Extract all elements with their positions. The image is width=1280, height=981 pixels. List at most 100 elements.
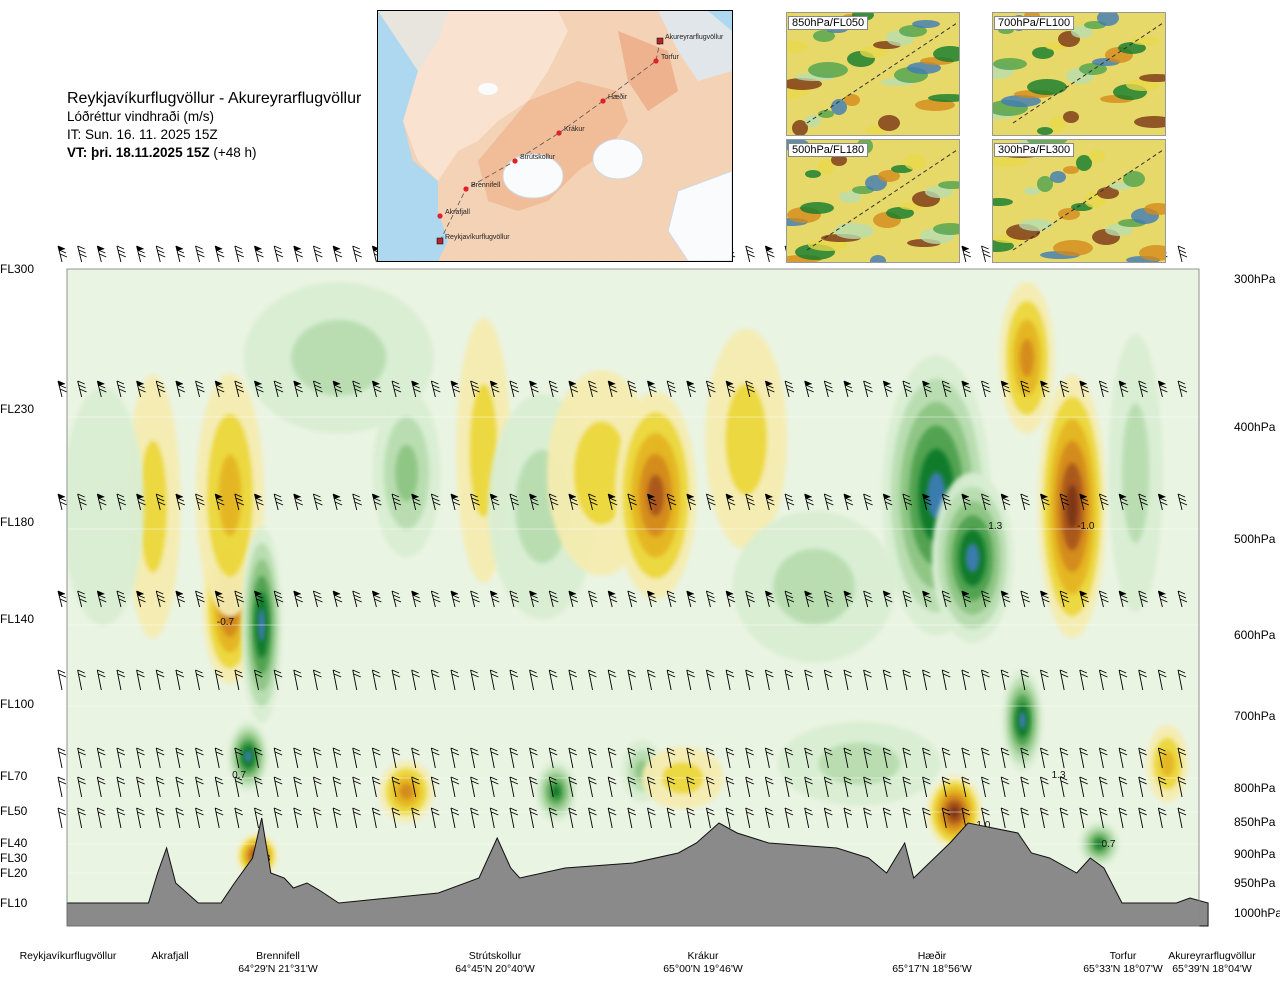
svg-text:Brennifell: Brennifell — [471, 182, 501, 189]
wind-barb — [1177, 245, 1188, 263]
wind-barb — [1157, 807, 1167, 829]
wind-barb — [725, 747, 735, 769]
wind-barb — [96, 590, 107, 608]
wind-barb — [627, 590, 638, 608]
wind-barb — [1000, 590, 1011, 608]
wind-barb — [175, 669, 185, 691]
wind-barb — [470, 669, 479, 691]
map-station: Brennifell — [463, 182, 501, 192]
wind-barb — [411, 669, 420, 691]
wind-barb — [136, 747, 145, 769]
wind-barb — [195, 245, 205, 263]
wind-barb — [313, 493, 323, 511]
wind-barb — [371, 380, 382, 398]
wind-barb — [1099, 493, 1109, 511]
wind-barb — [470, 807, 479, 829]
wind-barb — [647, 747, 656, 769]
wind-barb — [509, 669, 519, 691]
wind-barb — [568, 493, 579, 511]
wind-barb — [214, 776, 224, 798]
wind-barb — [411, 380, 421, 398]
wind-barb — [195, 807, 204, 829]
wind-barb — [961, 245, 972, 263]
route-map-drawing: Akureyrarflugvöllur Torfur Hæðir Krákur Strú… — [378, 11, 732, 261]
wind-barb — [1118, 747, 1128, 769]
wind-barb — [470, 747, 479, 769]
wind-barb — [214, 245, 225, 263]
wind-barb — [627, 669, 637, 691]
wind-barb — [1177, 669, 1187, 691]
wind-barb — [1157, 493, 1168, 511]
wind-barb — [745, 669, 754, 691]
wind-barb — [175, 776, 185, 798]
wind-barb — [214, 807, 224, 829]
flight-level-label: FL100 — [0, 697, 35, 711]
wind-barb — [706, 807, 715, 829]
thumbnail-label: 850hPa/FL050 — [788, 16, 869, 30]
wind-barb — [745, 245, 755, 263]
wind-barb — [254, 747, 263, 769]
map-station: Krákur — [556, 126, 585, 136]
waypoint-name: Torfur — [1109, 950, 1137, 962]
wind-barb — [470, 493, 480, 511]
wind-barb — [823, 807, 833, 829]
wind-barb — [96, 747, 106, 769]
wind-barb — [57, 590, 68, 608]
wind-barb — [804, 590, 814, 608]
wind-barb — [941, 747, 951, 769]
wind-barb — [332, 669, 342, 691]
waypoint-coordinate: 64°29'N 21°31'W — [238, 963, 318, 975]
svg-text:Strútskollur: Strútskollur — [520, 154, 556, 161]
waypoint-name: Strútskollur — [468, 950, 522, 962]
wind-barb — [313, 807, 322, 829]
wind-barb — [725, 776, 735, 798]
wind-barb — [843, 493, 854, 511]
wind-barb — [155, 590, 166, 608]
wind-barb — [489, 669, 499, 691]
wind-barb — [607, 807, 617, 829]
plot-frame — [66, 268, 1200, 927]
wind-barb — [529, 380, 539, 398]
wind-barb — [155, 493, 166, 511]
wind-barb — [863, 747, 872, 769]
wind-barb — [1157, 669, 1167, 691]
wind-barb — [981, 493, 991, 511]
wind-barb — [1138, 380, 1148, 398]
wind-barb — [391, 493, 402, 511]
wind-barb — [588, 493, 598, 511]
wind-barb — [430, 493, 441, 511]
wind-barb — [254, 807, 263, 829]
wind-barb — [529, 590, 539, 608]
velocity-contour — [291, 319, 387, 396]
wind-barb — [1138, 807, 1147, 829]
wind-barb — [1020, 669, 1030, 691]
thumbnail-label: 500hPa/FL180 — [788, 143, 869, 157]
wind-barb — [57, 245, 68, 263]
wind-barb — [293, 245, 303, 263]
wind-barb — [430, 776, 440, 798]
wind-barb — [391, 747, 401, 769]
wind-barb — [804, 776, 813, 798]
velocity-contour — [818, 742, 901, 785]
thumbnail-label: 700hPa/FL100 — [994, 16, 1075, 30]
wind-barb — [234, 493, 245, 511]
wind-barb — [961, 493, 972, 511]
wind-barb — [647, 380, 657, 398]
wind-barb — [214, 493, 225, 511]
wind-barb — [647, 776, 656, 798]
velocity-contour — [218, 454, 242, 536]
waypoint-label: Brennifell 64°29'N 21°31'W — [218, 950, 338, 976]
wind-barb — [77, 747, 86, 769]
wind-barb — [214, 590, 225, 608]
wind-barb — [529, 493, 539, 511]
wind-barb — [450, 776, 460, 798]
wind-barb — [902, 669, 912, 691]
wind-barb — [1040, 669, 1049, 691]
wind-barb — [77, 590, 87, 608]
waypoint-name: Hæðir — [917, 950, 947, 962]
svg-text:Krákur: Krákur — [564, 126, 585, 133]
wind-barb — [882, 493, 893, 511]
wind-barb — [706, 380, 716, 398]
wind-barb — [214, 747, 224, 769]
wind-barb — [941, 493, 952, 511]
